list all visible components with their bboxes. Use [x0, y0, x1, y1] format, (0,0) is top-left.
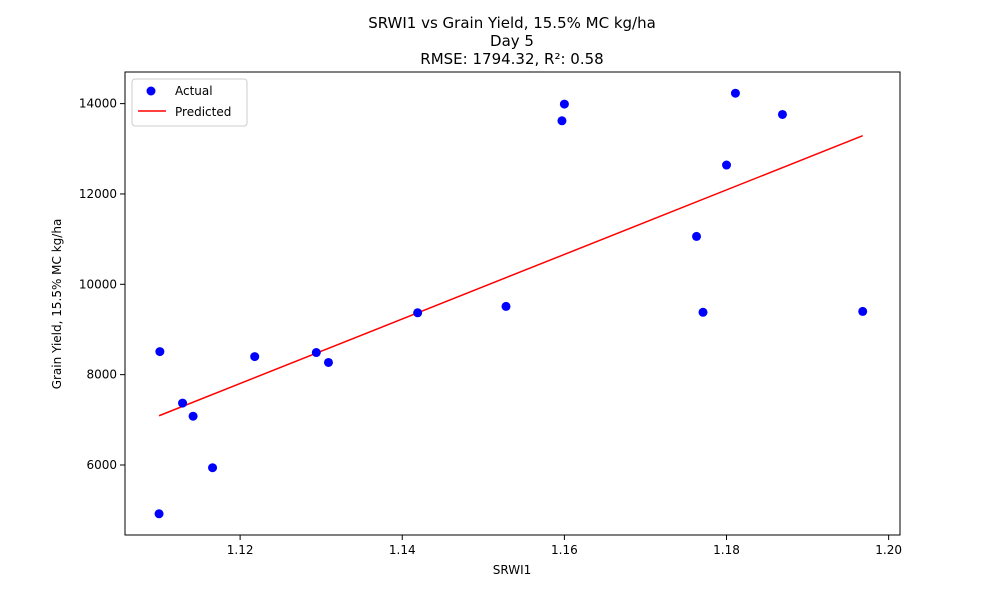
y-tick-label-1: 8000 — [86, 368, 117, 382]
data-point-actual-13 — [698, 307, 708, 317]
data-point-actual-7 — [323, 357, 333, 367]
x-tick-label-4: 1.20 — [875, 543, 902, 557]
data-point-actual-3 — [188, 411, 198, 421]
plot-area — [154, 88, 868, 519]
data-point-actual-15 — [730, 88, 740, 98]
x-tick-label-3: 1.18 — [713, 543, 740, 557]
legend: Actual Predicted — [131, 78, 248, 127]
data-point-actual-12 — [692, 231, 702, 241]
data-point-actual-16 — [777, 109, 787, 119]
data-point-actual-1 — [155, 347, 165, 357]
legend-actual-label: Actual — [175, 84, 213, 98]
data-point-actual-2 — [178, 398, 188, 408]
legend-actual-marker — [146, 86, 156, 96]
data-point-actual-4 — [208, 463, 218, 473]
predicted-line — [158, 134, 863, 417]
x-tick-label-1: 1.14 — [389, 543, 416, 557]
data-point-actual-10 — [557, 116, 567, 126]
x-axis-label: SRWI1 — [493, 563, 532, 577]
y-tick-label-0: 6000 — [86, 458, 117, 472]
data-point-actual-14 — [722, 160, 732, 170]
chart-title-line-2: Day 5 — [490, 32, 534, 50]
x-tick-label-2: 1.16 — [551, 543, 578, 557]
axes: 1.12 1.14 1.16 1.18 1.20 6000 8000 10000 12000 14… — [79, 71, 902, 557]
chart-title-line-1: SRWI1 vs Grain Yield, 15.5% MC kg/ha — [368, 14, 656, 32]
data-point-actual-6 — [311, 348, 321, 358]
chart-title-line-3: RMSE: 1794.32, R²: 0.58 — [420, 50, 603, 68]
data-point-actual-0 — [154, 509, 164, 519]
axes-frame — [124, 71, 901, 536]
data-point-actual-8 — [413, 308, 423, 318]
legend-predicted-label: Predicted — [175, 105, 231, 119]
data-point-actual-5 — [250, 352, 260, 362]
y-tick-label-4: 14000 — [79, 97, 117, 111]
legend-box — [131, 78, 248, 127]
data-point-actual-17 — [858, 306, 868, 316]
y-axis-label: Grain Yield, 15.5% MC kg/ha — [50, 219, 64, 390]
x-tick-label-0: 1.12 — [227, 543, 254, 557]
data-point-actual-11 — [559, 99, 569, 109]
y-tick-label-3: 12000 — [79, 187, 117, 201]
y-tick-label-2: 10000 — [79, 277, 117, 291]
data-point-actual-9 — [501, 301, 511, 311]
